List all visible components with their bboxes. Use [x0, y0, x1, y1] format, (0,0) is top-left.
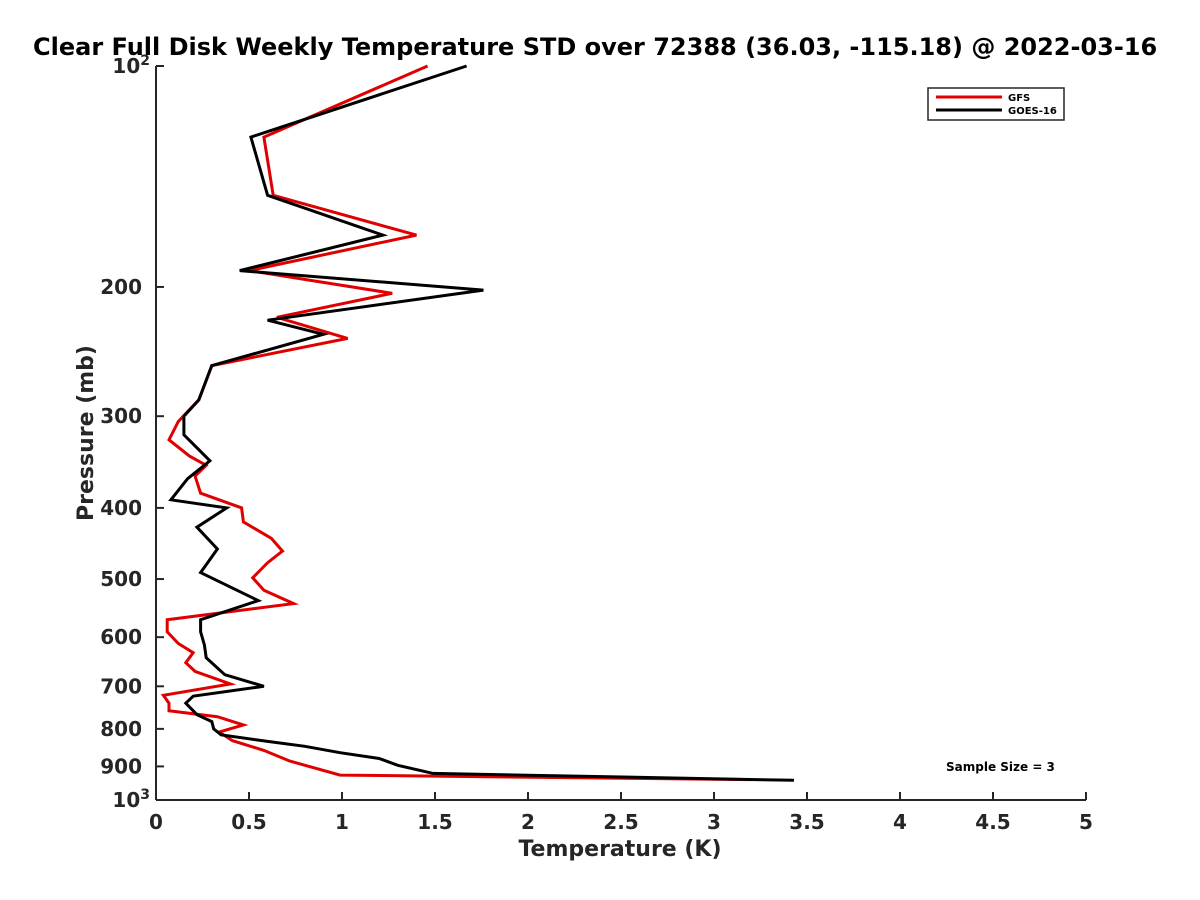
y-tick-label: 900	[100, 754, 142, 778]
y-axis-label: Pressure (mb)	[74, 345, 99, 521]
x-tick-label: 1.5	[417, 810, 452, 834]
chart-title: Clear Full Disk Weekly Temperature STD o…	[33, 33, 1157, 61]
x-tick-label: 1	[335, 810, 349, 834]
y-tick-label: 800	[100, 717, 142, 741]
axes-layer: 0 0.5 1 1.5 2 2.5 3 3.5 4 4.5 5 102 200 300 400 500 600 7…	[100, 53, 1093, 834]
x-tick-label: 0	[149, 810, 163, 834]
y-tick-label: 600	[100, 625, 142, 649]
y-tick-label: 400	[100, 496, 142, 520]
series-layer	[160, 64, 795, 782]
y-tick-label: 700	[100, 674, 142, 698]
y-tick-label: 500	[100, 567, 142, 591]
legend: GFS GOES-16	[927, 87, 1065, 121]
x-tick-label: 5	[1079, 810, 1093, 834]
x-tick-label: 2	[521, 810, 535, 834]
y-tick-label: 102	[112, 53, 150, 78]
series-line-goes-16	[168, 64, 795, 782]
y-tick-label: 103	[112, 787, 150, 812]
x-tick-label: 4.5	[975, 810, 1010, 834]
series-line-gfs	[160, 64, 752, 782]
sample-size-annotation: Sample Size = 3	[946, 760, 1055, 774]
legend-label-gfs: GFS	[1008, 93, 1030, 104]
x-tick-label: 4	[893, 810, 907, 834]
y-tick-label: 300	[100, 404, 142, 428]
y-tick-label: 200	[100, 275, 142, 299]
x-tick-label: 0.5	[231, 810, 266, 834]
legend-label-goes-16: GOES-16	[1008, 106, 1057, 117]
x-tick-label: 3.5	[789, 810, 824, 834]
x-tick-label: 2.5	[603, 810, 638, 834]
x-axis-label: Temperature (K)	[518, 837, 721, 862]
x-tick-label: 3	[707, 810, 721, 834]
legend-box	[927, 87, 1065, 121]
